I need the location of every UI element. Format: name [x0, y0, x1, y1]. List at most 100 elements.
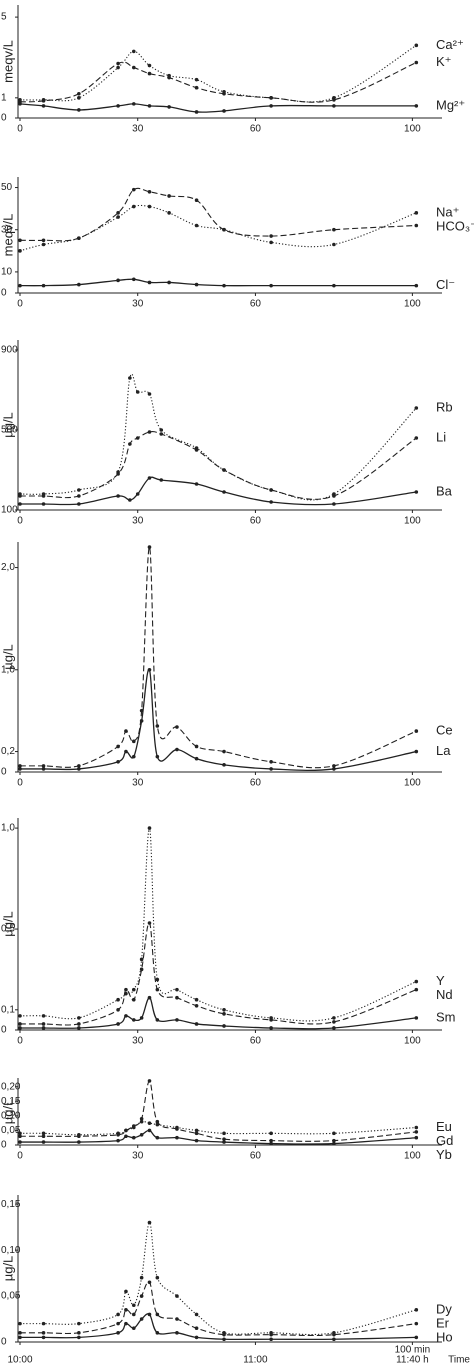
data-point: [175, 1331, 179, 1335]
panel: 0 0,1 0,5 1,0 0 30 60 100 µg/L YNd Sm: [0, 818, 456, 1047]
data-point: [77, 1331, 81, 1335]
series-line: [19, 546, 417, 769]
data-point: [116, 1331, 120, 1335]
y-tick-label: 0,5: [1, 924, 15, 935]
data-point: [414, 987, 419, 992]
data-point: [332, 1026, 336, 1030]
data-point: [414, 211, 419, 215]
data-point: [124, 1289, 128, 1294]
y-tick-label: 0,2: [1, 746, 15, 757]
x-tick-label: 30: [132, 1036, 144, 1047]
y-tick-label: 900: [1, 345, 18, 356]
data-point: [77, 108, 81, 112]
data-point: [128, 442, 132, 446]
data-point: [167, 75, 171, 80]
data-point: [194, 1131, 199, 1136]
legend-label: K⁺: [436, 54, 452, 69]
data-point: [18, 1014, 22, 1018]
x-tick-label: 100: [404, 124, 421, 135]
data-point: [131, 204, 136, 209]
data-point: [41, 764, 46, 768]
data-point: [332, 242, 336, 247]
x-tick-label: 30: [132, 1151, 144, 1162]
data-point: [116, 1321, 120, 1326]
y-tick-label: 0: [1, 1140, 7, 1151]
data-point: [116, 1138, 120, 1143]
data-point: [332, 1016, 336, 1020]
data-point: [77, 1022, 81, 1026]
data-point: [18, 283, 22, 288]
data-point: [194, 110, 199, 114]
x-tick-label: 0: [17, 1151, 23, 1162]
data-point: [128, 376, 132, 380]
data-point: [18, 238, 22, 243]
series-line: [19, 922, 417, 1026]
y-tick-label: 1,0: [1, 664, 15, 675]
data-point: [147, 392, 152, 396]
data-point: [77, 1321, 81, 1326]
data-point: [414, 283, 419, 288]
data-point: [194, 1138, 199, 1143]
data-point: [147, 1280, 152, 1285]
data-point: [116, 1022, 120, 1026]
y-tick-label: 0,15: [1, 1199, 21, 1210]
series-line: [20, 1080, 417, 1142]
data-point: [131, 997, 136, 1002]
data-point: [18, 1321, 22, 1326]
data-point: [131, 102, 136, 106]
legend-label: Cl⁻: [436, 277, 455, 292]
data-point: [332, 283, 336, 288]
data-point: [332, 98, 336, 102]
data-point: [194, 198, 199, 202]
data-point: [116, 211, 120, 215]
x-tick-label: 30: [132, 299, 144, 310]
data-point: [147, 104, 152, 108]
data-point: [124, 749, 128, 754]
y-tick-label: 50: [1, 182, 13, 193]
data-point: [332, 1332, 336, 1337]
data-point: [77, 1335, 81, 1340]
data-point: [147, 995, 152, 1000]
panel: 100 500 900 0 30 60 100 µg/L Rb Li Ba: [0, 340, 453, 527]
data-point: [269, 234, 273, 238]
data-point: [332, 104, 336, 108]
y-tick-label: 1,0: [1, 823, 15, 834]
data-point: [222, 1137, 226, 1141]
data-point: [222, 1131, 226, 1136]
data-point: [147, 476, 152, 480]
data-point: [124, 729, 128, 733]
data-point: [18, 764, 22, 768]
data-point: [332, 494, 336, 498]
legend-label: La: [436, 743, 451, 758]
x-tick-label: 10:00: [7, 1355, 32, 1365]
data-point: [18, 1026, 22, 1030]
data-point: [269, 1141, 273, 1146]
data-point: [147, 921, 152, 925]
data-point: [77, 502, 81, 506]
data-point: [159, 432, 164, 436]
data-point: [222, 1337, 226, 1342]
legend-label: Ho: [436, 1329, 453, 1344]
y-axis-label: meqv/L: [0, 40, 15, 83]
data-point: [124, 1128, 128, 1133]
legend-label: Ca²⁺: [436, 37, 464, 52]
y-tick-label: 0: [1, 1025, 7, 1036]
data-point: [139, 1119, 144, 1124]
data-point: [41, 104, 46, 108]
x-tick-label: 0: [17, 124, 23, 135]
data-point: [269, 1332, 273, 1337]
legend-label: Li: [436, 429, 446, 444]
data-point: [332, 1138, 336, 1143]
y-tick-label: 100: [1, 505, 18, 516]
data-point: [18, 1022, 22, 1026]
data-point: [18, 1131, 22, 1136]
data-point: [124, 1321, 128, 1326]
data-point: [414, 104, 419, 108]
legend-label: Mg²⁺: [436, 97, 465, 112]
data-point: [414, 1335, 419, 1340]
data-point: [414, 1135, 419, 1140]
data-point: [116, 759, 120, 764]
data-point: [131, 187, 136, 192]
data-point: [131, 277, 136, 282]
